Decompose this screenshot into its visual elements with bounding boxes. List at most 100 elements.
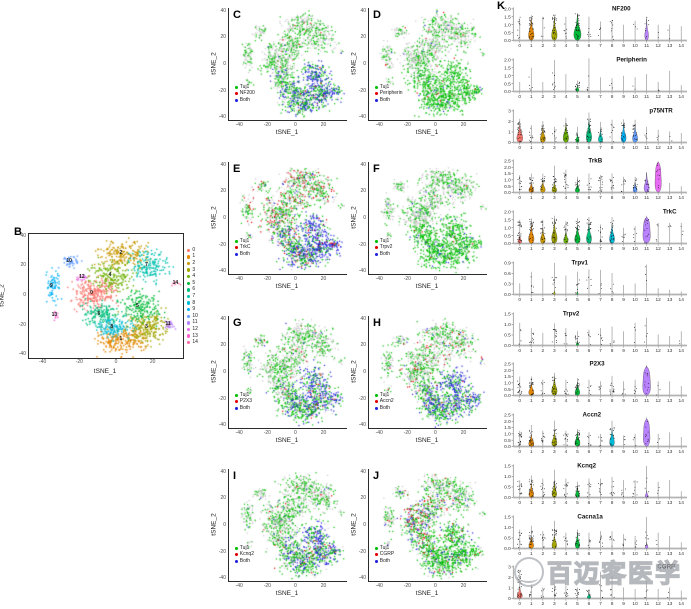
x-tick-label: 0 — [294, 122, 297, 128]
violin-x-tick: 9 — [622, 347, 625, 353]
violin-x-tick: 7 — [599, 297, 602, 303]
violin-y-tick: 0.5 — [504, 535, 511, 541]
violin-x-tick: 4 — [565, 398, 568, 404]
violin-x-tick: 10 — [632, 195, 638, 201]
violin-x-tick: 4 — [565, 246, 568, 252]
legend-color-dot — [187, 301, 191, 305]
violin-x-tick: 5 — [576, 144, 579, 150]
panel-letter-h: H — [373, 317, 381, 329]
violin-x-tick: 9 — [622, 94, 625, 100]
violin-x-tick: 0 — [518, 347, 521, 353]
violin-x-tick: 4 — [565, 94, 568, 100]
legend-item: Peripherin — [375, 91, 403, 98]
violin-y-tick: 1.0 — [504, 178, 511, 184]
y-tick-label: 0 — [23, 292, 26, 298]
tsne-plot-C — [228, 8, 347, 121]
violin-x-tick: 2 — [541, 246, 544, 252]
tsne-plot-E — [228, 162, 347, 275]
violin-y-tick: 2 — [508, 575, 511, 581]
violin-y-tick: 0.6 — [504, 271, 511, 277]
violin-x-tick: 5 — [576, 43, 579, 49]
violin-x-tick: 2 — [541, 347, 544, 353]
panel-b-legend: 0 1 2 3 4 5 6 7 8 9 10 11 12 13 14 — [187, 247, 198, 346]
violin-gene-title: Trpv2 — [563, 310, 580, 317]
legend-item: Both — [235, 251, 250, 258]
legend-color-dot — [375, 99, 378, 102]
legend-item-label: 11 — [192, 319, 198, 326]
violin-gene-title: Peripherin — [616, 56, 647, 63]
legend-item: 8 — [187, 300, 198, 307]
y-axis-label: tSNE_2 — [210, 360, 218, 383]
violin-shape-cluster-5 — [573, 14, 582, 41]
violin-x-tick: 4 — [565, 43, 568, 49]
violin-x-tick: 12 — [655, 601, 661, 607]
legend-color-dot — [187, 314, 191, 318]
x-axis-label: tSNE_1 — [275, 437, 299, 444]
violin-x-tick: 8 — [611, 43, 614, 49]
violin-y-tick: 1.5 — [504, 514, 511, 520]
violin-shape-cluster-1 — [528, 382, 534, 396]
x-tick-label: 20 — [320, 122, 327, 128]
legend-item-label: 4 — [192, 273, 196, 280]
legend-color-dot — [187, 294, 191, 299]
y-tick-label: 40 — [360, 468, 366, 475]
violin-y-tick: 1.5 — [504, 425, 511, 431]
violin-x-tick: 4 — [565, 601, 568, 607]
violin-x-tick: 7 — [599, 601, 602, 607]
legend-color-dot — [235, 546, 238, 550]
violin-x-tick: 8 — [611, 94, 614, 100]
legend-item-label: 3 — [192, 266, 196, 273]
tsne-points-canvas-J — [369, 469, 487, 581]
violin-y-tick: 0.5 — [504, 233, 511, 239]
legend-item: Kcnq2 — [235, 552, 254, 559]
x-tick-label: 0 — [114, 359, 118, 365]
legend-item: TrkC — [235, 245, 250, 252]
legend-item: Tuj1 — [375, 545, 394, 552]
violin-x-tick: 12 — [655, 550, 661, 556]
legend-color-dot — [235, 85, 238, 89]
violin-row-P2X3: 0.00.51.01.52.02.50 1 2 3 4 5 6 7 8 9 10 11 12 13 14P2… — [504, 361, 687, 404]
violin-x-tick: 12 — [655, 43, 661, 49]
violin-x-tick: 5 — [576, 246, 579, 252]
legend-color-dot — [235, 400, 238, 404]
violin-x-tick: 11 — [644, 601, 649, 607]
violin-x-tick: 1 — [530, 195, 533, 201]
violin-y-tick: 0.5 — [504, 387, 511, 393]
violin-shape-cluster-5 — [575, 133, 580, 143]
legend-item-label: 14 — [192, 339, 198, 346]
legend-color-dot — [375, 85, 378, 89]
legend-item-label: Both — [379, 557, 391, 564]
violin-x-tick: 0 — [518, 94, 521, 100]
violin-x-tick: 1 — [530, 550, 533, 556]
legend-item-label: Tuj1 — [239, 544, 250, 551]
violin-gene-title: NF200 — [612, 6, 631, 13]
y-tick-label: 20 — [360, 34, 366, 41]
tsne-plot-I — [228, 469, 347, 582]
y-axis-label: tSNE_2 — [350, 360, 358, 383]
legend-color-dot — [187, 288, 191, 292]
legend-item: Both — [375, 97, 403, 104]
y-tick-label: 40 — [220, 161, 226, 168]
x-tick-label: -20 — [75, 359, 83, 365]
tsne-points-canvas-b — [29, 234, 183, 358]
legend-item-label: 9 — [192, 306, 196, 313]
legend-color-dot — [375, 400, 378, 404]
cluster-number-label: 12 — [79, 273, 85, 280]
violin-x-tick: 13 — [667, 94, 673, 100]
y-tick-label: 20 — [360, 188, 366, 195]
violin-x-tick: 4 — [565, 297, 568, 303]
violin-y-tick: 0.5 — [504, 30, 511, 36]
x-axis-label: tSNE_1 — [415, 437, 439, 444]
x-tick-label: 20 — [460, 583, 467, 589]
x-tick-label: -20 — [403, 583, 411, 589]
y-tick-label: -20 — [218, 241, 226, 248]
violin-x-tick: 3 — [553, 195, 556, 201]
violin-x-tick: 12 — [655, 94, 661, 100]
x-tick-label: 0 — [294, 276, 297, 282]
legend-item-label: 5 — [192, 279, 196, 286]
violin-x-tick: 11 — [644, 449, 649, 455]
violin-x-tick: 12 — [655, 347, 661, 353]
legend-item: 10 — [187, 313, 198, 320]
violin-x-tick: 8 — [611, 601, 614, 607]
